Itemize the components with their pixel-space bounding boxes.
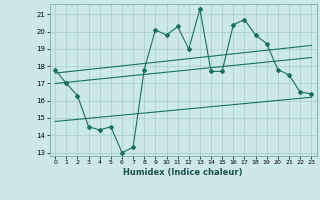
X-axis label: Humidex (Indice chaleur): Humidex (Indice chaleur) <box>124 168 243 177</box>
